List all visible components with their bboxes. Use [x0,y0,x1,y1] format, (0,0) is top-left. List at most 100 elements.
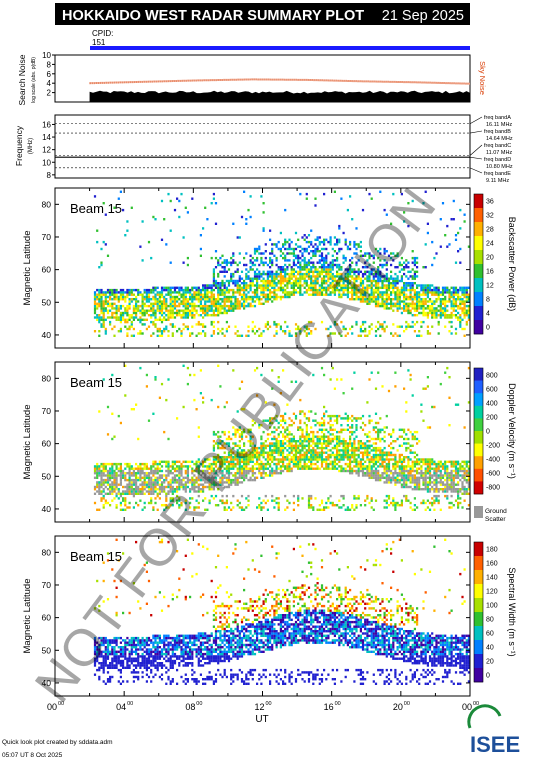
colorbar-segment [474,405,483,419]
latitude-tick-label: 40 [42,330,52,340]
colorbar-segment [474,584,483,599]
colorbar-tick-label: 200 [486,415,498,422]
colorbar-tick-label: -400 [486,457,500,464]
colorbar-tick-label: 20 [486,255,494,262]
colorbar-segment [474,481,483,495]
latitude-tick-label: 80 [42,373,52,383]
latitude-tick-label: 40 [42,504,52,514]
colorbar-tick-label: 0 [486,325,490,332]
x-tick-label-minutes: 00 [58,701,64,707]
colorbar-segment [474,250,483,265]
noise-ylabel: Search Noise [17,54,27,105]
colorbar-tick-label: 20 [486,659,494,666]
latitude-tick-label: 50 [42,297,52,307]
frequency-ylabel: Frequency [14,125,24,166]
frequency-band-value: 9.11 MHz [486,178,509,184]
x-tick-label: 04 [116,702,126,712]
frequency-band-label: freq bandB [484,129,511,135]
heatmap-cells [93,538,470,685]
colorbar-tick-label: 180 [486,547,498,554]
colorbar-segment [474,222,483,237]
colorbar-tick-label: 36 [486,199,494,206]
colorbar-tick-label: 400 [486,401,498,408]
noise-ytick-label: 10 [42,51,51,60]
colorbar-tick-label: 24 [486,241,494,248]
frequency-ytick-label: 12 [42,146,51,155]
colorbar-segment [474,380,483,394]
noise-ytick-label: 4 [47,79,52,88]
width-panel: Beam 15 Magnetic Latitude 80 70 60 50 40 180 160… [22,535,517,697]
beam-label: Beam 15 [70,375,122,390]
colorbar-label: Spectral Width (m s⁻¹) [507,567,517,656]
colorbar-tick-label: 600 [486,387,498,394]
frequency-band-label: freq bandA [484,115,511,121]
colorbar: 800 600 400 200 0 -200 -400 -600 -800 Doppler Vel… [473,367,517,523]
ground-scatter-label: Scatter [485,516,506,523]
colorbar-tick-label: 32 [486,213,494,220]
colorbar-tick-label: 800 [486,373,498,380]
colorbar-segment [474,264,483,279]
latitude-tick-label: 70 [42,406,52,416]
colorbar-tick-label: 16 [486,269,494,276]
noise-ytick-label: 6 [47,70,52,79]
magnetic-latitude-ylabel: Magnetic Latitude [22,579,33,654]
colorbar-segment [474,194,483,209]
heatmap-cells [93,364,470,511]
logo-text: ISEE [470,732,520,757]
frequency-band-value: 10.80 MHz [486,164,513,170]
latitude-tick-label: 60 [42,613,52,623]
colorbar-tick-label: -600 [486,471,500,478]
colorbar-segment [474,556,483,571]
colorbar-tick-label: -200 [486,443,500,450]
colorbar-segment [474,393,483,407]
sky-noise-label: Sky Noise [478,61,487,95]
colorbar-segment [474,306,483,321]
colorbar-segment [474,542,483,557]
velocity-panel: Beam 15 Magnetic Latitude 80 70 60 50 40 800 600… [22,361,517,523]
isee-logo: ISEE [467,704,520,757]
x-tick-label-minutes: 00 [196,701,202,707]
plot-title: HOKKAIDO WEST RADAR SUMMARY PLOT [62,8,364,24]
latitude-tick-label: 80 [42,547,52,557]
colorbar-segment [474,292,483,307]
colorbar-tick-label: 12 [486,283,494,290]
colorbar-segment [474,626,483,641]
x-tick-label-minutes: 00 [473,701,479,707]
frequency-ytick-label: 14 [42,133,51,142]
x-tick-label: 00 [47,702,57,712]
x-tick-label: 20 [393,702,403,712]
colorbar-segment [474,431,483,444]
colorbar-tick-label: 40 [486,645,494,652]
footer-credit: Quick look plot created by sddata.adm [2,739,113,746]
colorbar-tick-label: 60 [486,631,494,638]
colorbar-segment [474,368,483,381]
noise-ylabel-sub: log scale (abs. p(dB) [31,57,37,103]
colorbar-label: Backscatter Power (dB) [507,217,517,312]
colorbar-segment [474,443,483,457]
noise-ytick-label: 2 [47,89,52,98]
beam-label: Beam 15 [70,549,122,564]
colorbar-tick-label: 120 [486,589,498,596]
latitude-tick-label: 40 [42,678,52,688]
latitude-tick-label: 50 [42,471,52,481]
colorbar: 180 160 140 120 100 80 60 40 20 0 Spectral Width (… [473,541,517,683]
colorbar-segment [474,668,483,683]
x-axis: 00 00 04 00 08 00 12 00 16 00 20 00 00 00 [47,701,479,712]
x-tick-label: 00 [462,702,472,712]
latitude-tick-label: 70 [42,580,52,590]
x-tick-label-minutes: 00 [265,701,271,707]
frequency-ytick-label: 10 [42,158,51,167]
noise-ytick-label: 8 [47,60,52,69]
colorbar-tick-label: 160 [486,561,498,568]
magnetic-latitude-ylabel: Magnetic Latitude [22,231,33,306]
search-noise-area [89,90,470,102]
colorbar: 36 32 28 24 20 16 12 8 4 0 Backscatter Power (dB) [473,193,517,335]
colorbar-tick-label: 80 [486,617,494,624]
colorbar-tick-label: 0 [486,673,490,680]
frequency-ytick-label: 16 [42,120,51,129]
x-tick-label-minutes: 00 [404,701,410,707]
frequency-band-label: freq bandE [484,171,511,177]
colorbar-segment [474,418,483,432]
x-tick-label: 16 [324,702,334,712]
